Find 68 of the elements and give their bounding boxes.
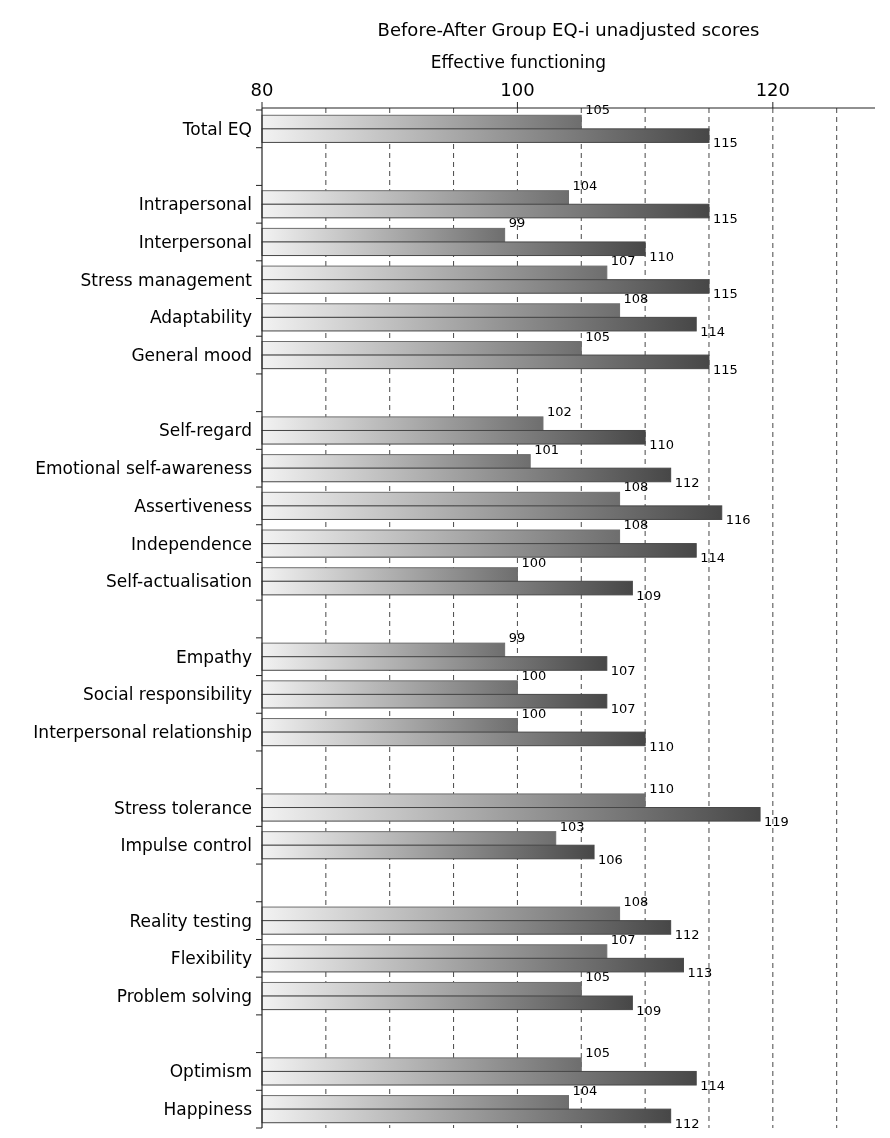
data-label: 109	[636, 587, 662, 603]
data-label: 99	[508, 215, 526, 231]
y-tick-label: Independence	[131, 533, 252, 554]
x-tick-label: 120	[755, 79, 791, 100]
data-label: 116	[725, 512, 751, 528]
y-tick-label: Adaptability	[149, 307, 252, 328]
y-tick-label: Impulse control	[120, 835, 252, 856]
data-label: 108	[623, 479, 649, 495]
y-tick-label: Empathy	[175, 646, 252, 667]
y-tick-label: Self-regard	[159, 420, 252, 441]
data-label: 105	[585, 969, 611, 985]
data-label: 115	[712, 135, 738, 151]
data-label: 114	[700, 323, 726, 339]
x-tick-label: 80	[250, 79, 274, 100]
y-tick-label: Intrapersonal	[138, 194, 252, 215]
y-tick-label: Reality testing	[129, 910, 252, 931]
data-label: 99	[508, 630, 526, 646]
data-label: 100	[521, 667, 547, 683]
data-label: 101	[534, 441, 560, 457]
x-tick-label: 100	[500, 79, 535, 100]
data-label: 105	[585, 328, 611, 344]
data-label: 110	[649, 248, 674, 264]
data-label: 108	[623, 290, 649, 306]
data-label: 119	[764, 814, 789, 830]
y-tick-label: Self-actualisation	[105, 571, 252, 592]
data-label: 100	[521, 705, 547, 721]
data-label: 104	[572, 177, 598, 193]
data-label: 112	[674, 1115, 700, 1131]
data-label: 103	[559, 818, 585, 834]
data-label: 107	[610, 931, 636, 947]
y-tick-label: Social responsibility	[83, 684, 252, 705]
data-label: 109	[636, 1002, 662, 1018]
data-label: 107	[610, 253, 636, 269]
data-label: 108	[623, 517, 649, 533]
y-tick-label: Total EQ	[181, 118, 252, 139]
y-tick-label: Happiness	[163, 1099, 253, 1120]
data-label: 105	[585, 1044, 611, 1060]
y-tick-label: Problem solving	[116, 986, 252, 1007]
data-label: 110	[649, 437, 674, 453]
data-label: 115	[712, 286, 738, 302]
data-label: 102	[546, 403, 572, 419]
data-label: 110	[649, 780, 674, 796]
data-label: 110	[649, 738, 674, 754]
y-tick-label: Assertiveness	[134, 495, 253, 516]
data-label: 114	[700, 550, 726, 566]
data-label: 112	[674, 474, 700, 490]
y-tick-label: Emotional self-awareness	[35, 458, 253, 479]
data-label: 104	[572, 1082, 598, 1098]
data-label: 113	[687, 964, 713, 980]
data-label: 107	[610, 700, 636, 716]
data-label: 115	[712, 361, 738, 377]
y-tick-label: Flexibility	[170, 948, 252, 969]
data-label: 106	[598, 851, 623, 867]
data-label: 108	[623, 894, 649, 910]
y-tick-label: Interpersonal relationship	[33, 722, 252, 743]
data-label: 100	[521, 554, 547, 570]
data-label: 112	[674, 927, 700, 943]
chart-title: Before-After Group EQ-i unadjusted scores	[377, 19, 760, 40]
data-label: 107	[610, 663, 636, 679]
x-axis-title: Effective functioning	[430, 52, 607, 72]
data-label: 114	[700, 1078, 726, 1094]
y-tick-label: Stress management	[80, 269, 253, 290]
data-label: 105	[585, 102, 611, 118]
y-tick-label: General mood	[131, 345, 252, 366]
data-label: 115	[712, 210, 738, 226]
y-tick-label: Interpersonal	[138, 231, 252, 252]
y-tick-label: Optimism	[169, 1061, 252, 1082]
y-tick-label: Stress tolerance	[114, 797, 252, 818]
